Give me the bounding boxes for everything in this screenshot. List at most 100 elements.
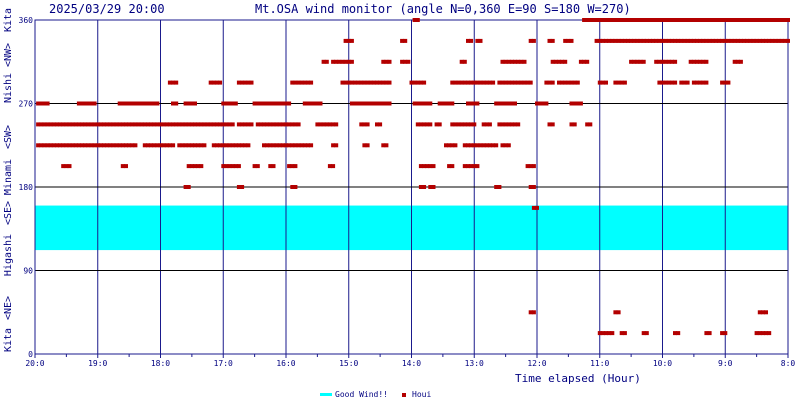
houi-point (654, 59, 659, 64)
houi-point (161, 122, 166, 127)
houi-point (509, 101, 514, 106)
houi-point (453, 122, 458, 127)
houi-point (199, 164, 204, 169)
houi-point (497, 101, 502, 106)
houi-point (167, 122, 172, 127)
houi-point (205, 122, 210, 127)
houi-point (469, 38, 474, 43)
houi-point (67, 143, 72, 148)
datetime-label: 2025/03/29 20:00 (49, 2, 165, 16)
y-direction-label: <SE> (3, 201, 14, 225)
houi-point (252, 164, 257, 169)
houi-point (58, 143, 63, 148)
houi-point (42, 143, 47, 148)
houi-point (80, 101, 85, 106)
houi-point (152, 122, 157, 127)
houi-point (415, 18, 420, 22)
houi-point (120, 101, 125, 106)
houi-point (582, 18, 587, 22)
houi-point (227, 143, 232, 148)
houi-point (70, 143, 75, 148)
houi-point (309, 143, 314, 148)
houi-point (233, 164, 238, 169)
houi-point (302, 80, 307, 85)
houi-point (208, 122, 213, 127)
houi-point (770, 38, 775, 43)
houi-point (215, 80, 219, 85)
houi-point (133, 101, 138, 106)
houi-point (146, 143, 150, 148)
houi-point (180, 143, 185, 148)
houi-point (720, 331, 725, 336)
houi-point (494, 101, 499, 106)
houi-point (538, 101, 543, 106)
houi-point (120, 143, 125, 148)
houi-point (39, 101, 44, 106)
legend: Good Wind!! Houi (320, 390, 431, 399)
houi-point (359, 80, 364, 85)
houi-point (629, 38, 634, 43)
houi-point (560, 80, 565, 85)
houi-point (127, 143, 132, 148)
x-tick-label: 16:0 (276, 359, 295, 368)
houi-point (713, 38, 718, 43)
y-direction-label: <NW> (3, 43, 14, 67)
houi-point (334, 122, 339, 127)
houi-point (271, 101, 276, 106)
houi-point (36, 101, 41, 106)
houi-point (453, 143, 458, 148)
houi-point (86, 101, 91, 106)
houi-point (472, 101, 477, 106)
houi-point (491, 143, 496, 148)
houi-point (67, 164, 72, 169)
houi-point (268, 122, 273, 127)
houi-point (224, 143, 229, 148)
houi-point (102, 122, 106, 127)
houi-point (315, 101, 320, 106)
houi-point (469, 80, 474, 85)
houi-point (130, 143, 135, 148)
houi-point (531, 205, 536, 210)
houi-point (161, 143, 166, 148)
houi-point (337, 59, 342, 64)
houi-point (466, 164, 470, 169)
houi-point (738, 18, 743, 22)
houi-point (553, 59, 558, 64)
houi-point (334, 143, 339, 148)
houi-point (682, 80, 687, 85)
y-axis-direction-labels: Kita <NE> Higashi <SE> Minami <SW> Nishi <NW> Ki… (3, 8, 14, 352)
houi-point (472, 122, 477, 127)
houi-point (403, 38, 408, 43)
houi-point (36, 143, 41, 148)
houi-point (196, 122, 201, 127)
houi-point (224, 101, 229, 106)
houi-point (638, 59, 643, 64)
y-tick-labels: 0 90 180 270 360 (19, 16, 34, 359)
houi-point (280, 143, 285, 148)
houi-point (362, 143, 367, 148)
houi-point (418, 164, 423, 169)
houi-point (456, 122, 461, 127)
houi-point (189, 143, 194, 148)
houi-point (296, 143, 301, 148)
houi-point (425, 122, 430, 127)
houi-point (287, 164, 292, 169)
houi-point (569, 80, 574, 85)
houi-point (720, 18, 725, 22)
houi-point (748, 38, 753, 43)
houi-point (362, 101, 367, 106)
houi-point (723, 331, 728, 336)
houi-point (265, 143, 270, 148)
houi-point (466, 143, 470, 148)
houi-point (641, 38, 646, 43)
houi-point (280, 122, 285, 127)
houi-point (776, 38, 781, 43)
houi-point (359, 101, 364, 106)
houi-point (86, 143, 91, 148)
houi-point (193, 122, 197, 127)
houi-point (622, 18, 627, 22)
houi-point (133, 122, 138, 127)
houi-point (306, 80, 310, 85)
houi-point (331, 143, 336, 148)
houi-point (61, 143, 66, 148)
